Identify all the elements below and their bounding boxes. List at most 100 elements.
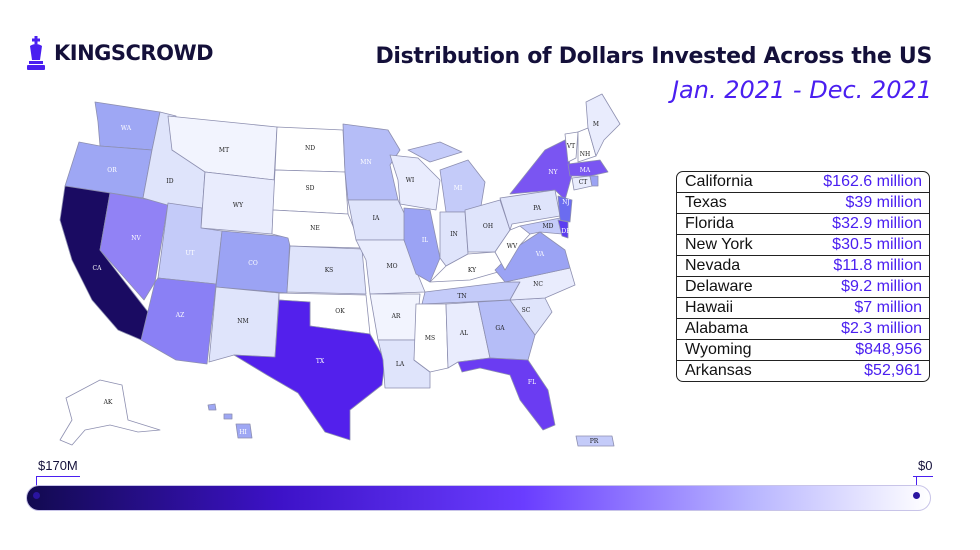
state-amount: $7 million bbox=[854, 299, 922, 316]
label-wi: WI bbox=[406, 177, 415, 184]
state-ga[interactable] bbox=[477, 299, 536, 361]
legend-max-label: $170M bbox=[38, 458, 78, 473]
state-name: Nevada bbox=[685, 257, 741, 274]
state-ny[interactable] bbox=[509, 139, 573, 201]
state-name: Florida bbox=[685, 215, 734, 232]
state-ak[interactable] bbox=[59, 379, 161, 446]
label-nm: NM bbox=[237, 318, 248, 325]
label-nh: NH bbox=[580, 151, 590, 158]
label-ok: OK bbox=[335, 308, 345, 315]
label-ny: NY bbox=[548, 169, 558, 176]
label-pa: PA bbox=[533, 205, 541, 212]
legend-max-dot bbox=[33, 492, 40, 499]
state-pa[interactable] bbox=[499, 189, 561, 231]
legend-max-underline bbox=[36, 476, 80, 477]
state-mi[interactable] bbox=[439, 159, 486, 213]
state-amount: $39 million bbox=[845, 194, 922, 211]
label-in: IN bbox=[450, 231, 458, 238]
table-row: Wyoming $848,956 bbox=[677, 339, 929, 360]
table-row: Florida $32.9 million bbox=[677, 213, 929, 234]
state-mn[interactable] bbox=[342, 123, 401, 201]
state-me[interactable] bbox=[585, 93, 621, 157]
state-amount: $848,956 bbox=[855, 341, 922, 358]
page-title: Distribution of Dollars Invested Across … bbox=[375, 44, 932, 69]
label-tx: TX bbox=[316, 358, 325, 365]
brand-logo: KINGSCROWD bbox=[26, 36, 214, 70]
label-vt: VT bbox=[566, 143, 575, 150]
label-ma: MA bbox=[580, 167, 591, 174]
state-name: Hawaii bbox=[685, 299, 734, 316]
state-amount: $32.9 million bbox=[832, 215, 922, 232]
label-ks: KS bbox=[325, 267, 334, 274]
state-de[interactable] bbox=[557, 219, 569, 239]
state-ma[interactable] bbox=[567, 159, 609, 177]
label-mt: MT bbox=[219, 147, 229, 154]
state-sd[interactable] bbox=[272, 169, 349, 215]
label-nd: ND bbox=[305, 145, 315, 152]
label-ky: KY bbox=[468, 267, 477, 274]
state-amount: $162.6 million bbox=[823, 173, 922, 190]
state-amount: $2.3 million bbox=[841, 320, 922, 337]
state-name: Wyoming bbox=[685, 341, 752, 358]
state-name: Alabama bbox=[685, 320, 749, 337]
label-la: LA bbox=[396, 361, 405, 368]
state-vt[interactable] bbox=[564, 131, 579, 163]
chess-king-icon bbox=[27, 36, 45, 70]
label-or: OR bbox=[107, 167, 117, 174]
brand-name: KINGSCROWD bbox=[54, 41, 214, 65]
top-states-table: California $162.6 million Texas $39 millio… bbox=[676, 171, 930, 382]
color-scale-bar bbox=[26, 485, 931, 511]
label-tn: TN bbox=[457, 293, 466, 300]
table-row: Texas $39 million bbox=[677, 192, 929, 213]
label-az: AZ bbox=[175, 312, 185, 319]
table-row: Alabama $2.3 million bbox=[677, 318, 929, 339]
state-ri[interactable] bbox=[589, 175, 599, 187]
page-subtitle: Jan. 2021 - Dec. 2021 bbox=[671, 76, 932, 104]
state-mi-up[interactable] bbox=[407, 141, 463, 163]
label-ms: MS bbox=[425, 335, 435, 342]
label-sd: SD bbox=[306, 185, 315, 192]
label-wa: WA bbox=[121, 125, 132, 132]
state-name: Texas bbox=[685, 194, 727, 211]
state-ks[interactable] bbox=[286, 245, 367, 295]
territory-pr[interactable] bbox=[575, 435, 615, 447]
label-mn: MN bbox=[360, 159, 371, 166]
legend-min-underline bbox=[913, 476, 933, 477]
label-wv: WV bbox=[507, 243, 518, 250]
state-md[interactable] bbox=[519, 217, 563, 235]
label-mi: MI bbox=[454, 185, 463, 192]
label-ct: CT bbox=[579, 179, 588, 186]
state-hi[interactable] bbox=[207, 403, 253, 439]
label-me: M bbox=[593, 121, 599, 128]
table-row: California $162.6 million bbox=[677, 172, 929, 192]
state-name: Arkansas bbox=[685, 362, 752, 379]
label-pr: PR bbox=[590, 438, 599, 445]
label-fl: FL bbox=[528, 379, 536, 386]
state-tx[interactable] bbox=[233, 299, 386, 441]
label-ar: AR bbox=[391, 313, 401, 320]
state-amount: $30.5 million bbox=[832, 236, 922, 253]
label-co: CO bbox=[248, 260, 258, 267]
state-name: New York bbox=[685, 236, 753, 253]
label-ia: IA bbox=[373, 215, 380, 222]
state-name: California bbox=[685, 173, 753, 190]
label-ut: UT bbox=[185, 250, 194, 257]
label-nv: NV bbox=[131, 235, 141, 242]
state-ms[interactable] bbox=[413, 303, 449, 373]
state-fl[interactable] bbox=[457, 357, 556, 431]
table-row: Delaware $9.2 million bbox=[677, 276, 929, 297]
state-nj[interactable] bbox=[557, 195, 573, 223]
state-amount: $9.2 million bbox=[841, 278, 922, 295]
table-row: New York $30.5 million bbox=[677, 234, 929, 255]
state-wi[interactable] bbox=[389, 154, 441, 211]
table-row: Nevada $11.8 million bbox=[677, 255, 929, 276]
label-ga: GA bbox=[495, 325, 505, 332]
table-row: Arkansas $52,961 bbox=[677, 360, 929, 381]
state-name: Delaware bbox=[685, 278, 753, 295]
label-hi: HI bbox=[239, 429, 247, 436]
state-az[interactable] bbox=[140, 277, 217, 365]
label-de: DE bbox=[561, 228, 570, 235]
label-wy: WY bbox=[233, 202, 244, 209]
label-nc: NC bbox=[533, 281, 543, 288]
